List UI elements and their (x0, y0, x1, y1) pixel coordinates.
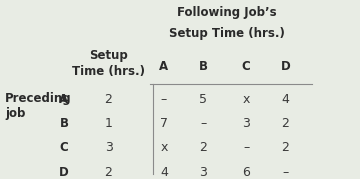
Text: 7: 7 (160, 117, 168, 130)
Text: Setup Time (hrs.): Setup Time (hrs.) (168, 27, 284, 40)
Text: 3: 3 (242, 117, 250, 130)
Text: –: – (243, 141, 249, 154)
Text: B: B (199, 60, 208, 73)
Text: A: A (159, 60, 168, 73)
Text: x: x (160, 141, 168, 154)
Text: C: C (242, 60, 251, 73)
Text: Preceding
job: Preceding job (5, 92, 72, 120)
Text: A: A (59, 93, 68, 106)
Text: 1: 1 (105, 117, 112, 130)
Text: 4: 4 (160, 166, 168, 179)
Text: 4: 4 (282, 93, 289, 106)
Text: –: – (282, 166, 288, 179)
Text: 2: 2 (282, 117, 289, 130)
Text: 5: 5 (199, 93, 207, 106)
Text: C: C (59, 141, 68, 154)
Text: D: D (59, 166, 69, 179)
Text: 6: 6 (242, 166, 250, 179)
Text: Time (hrs.): Time (hrs.) (72, 65, 145, 78)
Text: 3: 3 (105, 141, 112, 154)
Text: 3: 3 (199, 166, 207, 179)
Text: –: – (200, 117, 206, 130)
Text: 2: 2 (199, 141, 207, 154)
Text: Following Job’s: Following Job’s (177, 6, 276, 19)
Text: 2: 2 (282, 141, 289, 154)
Text: D: D (280, 60, 290, 73)
Text: Setup: Setup (89, 49, 128, 62)
Text: B: B (59, 117, 68, 130)
Text: –: – (161, 93, 167, 106)
Text: 2: 2 (105, 166, 112, 179)
Text: 2: 2 (105, 93, 112, 106)
Text: x: x (242, 93, 250, 106)
